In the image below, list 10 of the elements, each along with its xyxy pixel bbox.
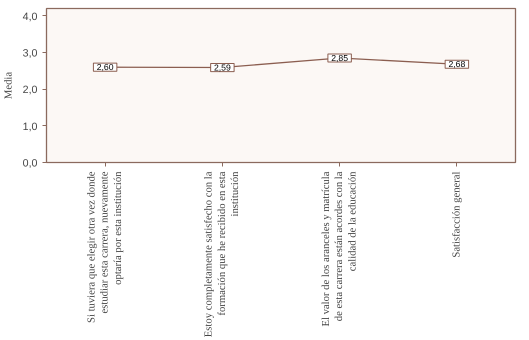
y-tick-label: 0,0 — [22, 158, 38, 170]
x-tick-label: El valor de los aranceles y matrícula de esta carrera están acordes con la calidad de la educación — [320, 170, 358, 327]
y-tick-label: 3,0 — [22, 48, 38, 60]
x-tick-label: Satisfacción general — [451, 171, 462, 258]
x-tick-label: Si tuviera que elegir otra vez donde estudiar esta carrera, nuevamente optaría por esta institución — [86, 170, 124, 323]
y-tick-label: 2,0 — [22, 84, 38, 96]
y-axis-title: Media — [4, 72, 15, 100]
y-tick-label: 4,0 — [22, 10, 38, 23]
y-tick-label: 1,0 — [22, 120, 38, 133]
x-tick-label: Estoy completamente satisfecho con la formación que he recibido en esta institución — [204, 170, 242, 338]
